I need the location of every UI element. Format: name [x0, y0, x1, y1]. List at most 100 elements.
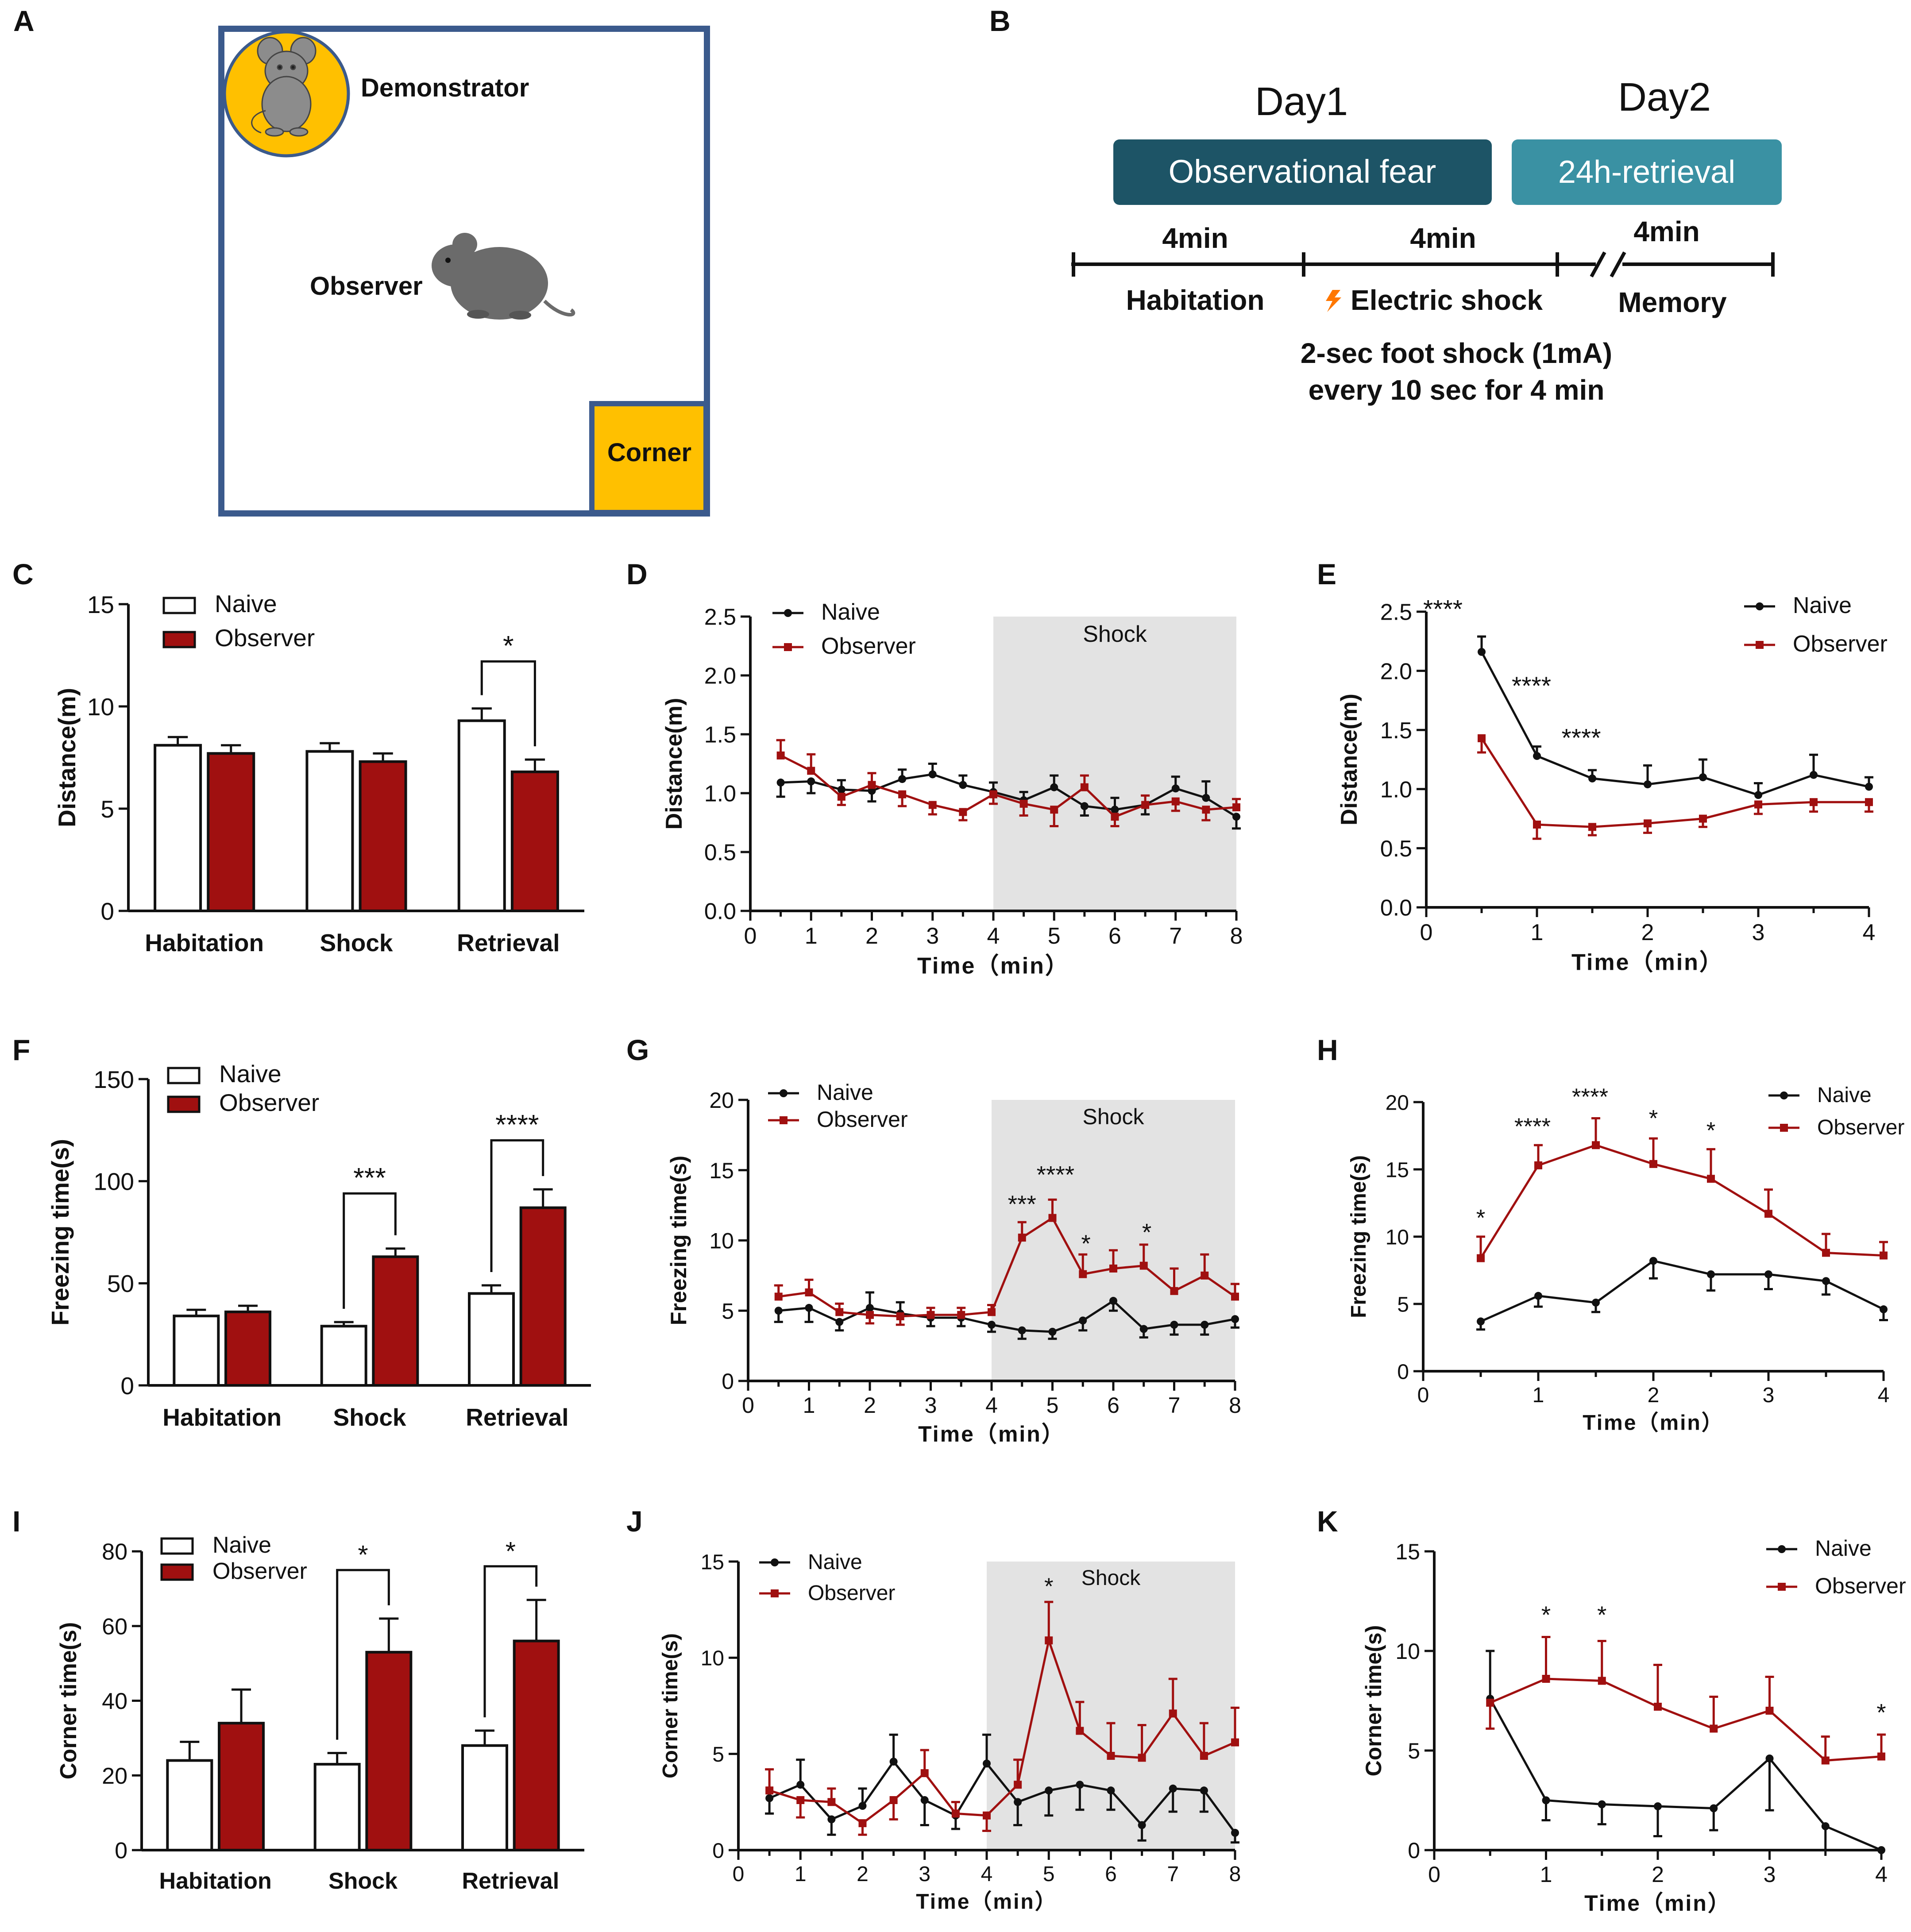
x-tick-label: 4 [985, 1393, 998, 1418]
panel-c-bar-chart: 0 5 10 15 Distance(m) C Habitation Shock Retriev… [12, 558, 584, 956]
data-point [1865, 783, 1873, 791]
data-point [1050, 806, 1058, 814]
x-tick-label: 0 [733, 1863, 745, 1886]
y-tick-label: 5 [1397, 1293, 1409, 1316]
y-tick-label: 0 [120, 1372, 134, 1400]
significance-star: * [1876, 1699, 1886, 1726]
x-tick-label: 4 [1878, 1384, 1890, 1407]
bar-observer [218, 1722, 265, 1851]
series-observer [765, 1600, 1239, 1836]
significance-star: **** [1423, 595, 1463, 623]
series-observer [1477, 734, 1873, 840]
data-point [1170, 1321, 1178, 1329]
y-tick-label: 5 [1408, 1739, 1420, 1763]
data-point [1018, 1234, 1026, 1242]
observational-fear-box [1113, 139, 1492, 205]
legend-label: Naive [219, 1060, 282, 1087]
significance-star: * [506, 1536, 516, 1566]
significance-star: * [1044, 1573, 1054, 1600]
data-point [807, 777, 815, 786]
data-point [1533, 752, 1541, 760]
legend-marker [780, 1089, 788, 1097]
data-point [1654, 1802, 1662, 1810]
y-axis-title: Freezing time(s) [1347, 1155, 1371, 1318]
legend-label: Observer [1815, 1573, 1906, 1598]
y-tick-label: 0.5 [704, 840, 736, 866]
series-observer [774, 1198, 1239, 1326]
data-point [765, 1794, 774, 1802]
series-line [1479, 1144, 1884, 1259]
legend-entry-observer: Observer [162, 624, 315, 652]
data-point [1822, 1277, 1830, 1285]
data-point [1765, 1755, 1774, 1762]
data-point [1710, 1724, 1718, 1733]
data-point [827, 1798, 836, 1806]
panel-a: A Corner Demonstrator Observer [13, 4, 710, 517]
x-tick-label: 0 [1428, 1862, 1440, 1887]
y-tick-label: 0 [722, 1369, 734, 1394]
data-point [1588, 774, 1596, 783]
data-point [1765, 1707, 1774, 1715]
data-point [1200, 1752, 1208, 1760]
data-point [805, 1303, 813, 1312]
data-point [989, 790, 997, 798]
y-tick-label: 0 [712, 1839, 724, 1863]
x-tick-label: 2 [865, 923, 878, 949]
data-point [1231, 1315, 1239, 1323]
significance-bracket [490, 1139, 544, 1272]
legend-marker [1778, 1545, 1786, 1553]
data-point [920, 1769, 929, 1778]
y-tick-label: 15 [701, 1550, 724, 1574]
data-point [898, 775, 907, 783]
data-point [1080, 783, 1089, 791]
legend-label: Naive [212, 1532, 271, 1558]
data-point [1138, 1821, 1146, 1829]
significance-star: * [358, 1540, 368, 1570]
corner-label: Corner [607, 438, 691, 467]
data-point [827, 1815, 836, 1824]
x-axis-title: Time（min） [916, 1890, 1058, 1913]
data-point [807, 767, 815, 775]
legend-marker [771, 1589, 779, 1597]
data-point [796, 1781, 805, 1789]
shock-region [992, 1100, 1235, 1381]
series-observer [776, 739, 1241, 827]
demonstrator-mouse-icon [251, 37, 317, 137]
data-point [866, 1303, 874, 1312]
legend-label: Naive [1793, 593, 1852, 618]
legend-label: Naive [1815, 1536, 1872, 1561]
data-point [1654, 1703, 1662, 1711]
data-point [1649, 1257, 1657, 1265]
data-point [920, 1796, 929, 1804]
y-tick-label: 0 [100, 898, 114, 925]
data-point [1644, 780, 1652, 789]
legend-label: Observer [219, 1089, 319, 1116]
data-point [1019, 799, 1028, 808]
panel-letter: K [1317, 1505, 1338, 1538]
significance-star: * [1476, 1205, 1486, 1231]
data-point [927, 1311, 935, 1319]
category-label: Shock [320, 929, 393, 956]
y-axis-title: Corner time(s) [659, 1633, 682, 1778]
legend-label: Naive [817, 1080, 873, 1105]
legend-entry-observer: Observer [160, 1558, 307, 1584]
y-tick-label: 15 [709, 1158, 734, 1183]
panel-b: B Day1 Day2 Observational fear 24h-retri… [989, 4, 1782, 406]
y-tick-label: 40 [102, 1689, 127, 1714]
data-point [1542, 1796, 1550, 1805]
data-point [1699, 814, 1707, 823]
data-point [1477, 1317, 1485, 1326]
legend-label: Naive [215, 590, 277, 617]
y-axis-title: Distance(m) [53, 688, 81, 827]
bar-naive [173, 1315, 220, 1387]
legend-label: Naive [1817, 1084, 1872, 1107]
data-point [898, 790, 907, 798]
significance-star: **** [1572, 1084, 1608, 1110]
y-tick-label: 2.0 [704, 663, 736, 689]
x-tick-label: 6 [1108, 923, 1121, 949]
x-tick-label: 2 [1652, 1862, 1664, 1887]
legend-label: Naive [821, 599, 880, 625]
y-tick-label: 5 [722, 1299, 734, 1323]
y-tick-label: 1.5 [1380, 718, 1412, 744]
